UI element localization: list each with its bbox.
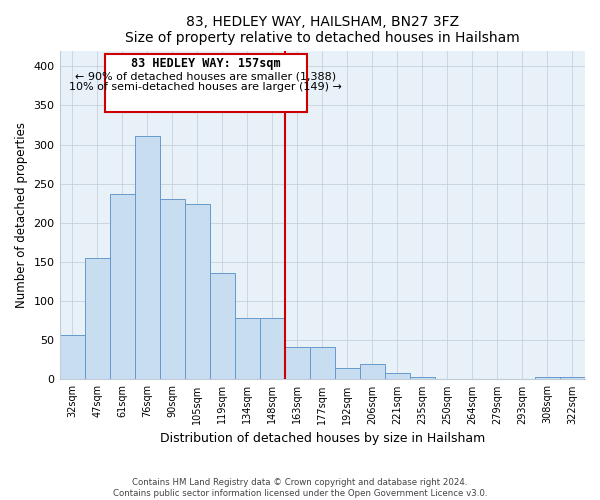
Bar	[360, 364, 385, 380]
Bar	[104, 54, 307, 112]
Text: 10% of semi-detached houses are larger (149) →: 10% of semi-detached houses are larger (…	[70, 82, 343, 92]
Bar	[260, 318, 285, 380]
Bar	[160, 198, 185, 380]
Bar	[285, 346, 310, 380]
Text: Contains HM Land Registry data © Crown copyright and database right 2024.
Contai: Contains HM Land Registry data © Crown c…	[113, 478, 487, 498]
Bar	[335, 368, 360, 380]
Bar	[410, 377, 435, 380]
Bar	[134, 136, 160, 380]
Y-axis label: Number of detached properties: Number of detached properties	[15, 122, 28, 308]
X-axis label: Distribution of detached houses by size in Hailsham: Distribution of detached houses by size …	[160, 432, 485, 445]
Title: 83, HEDLEY WAY, HAILSHAM, BN27 3FZ
Size of property relative to detached houses : 83, HEDLEY WAY, HAILSHAM, BN27 3FZ Size …	[125, 15, 520, 45]
Bar	[59, 335, 85, 380]
Bar	[235, 318, 260, 380]
Text: 83 HEDLEY WAY: 157sqm: 83 HEDLEY WAY: 157sqm	[131, 58, 281, 70]
Bar	[85, 258, 110, 380]
Bar	[185, 204, 209, 380]
Bar	[310, 346, 335, 380]
Bar	[535, 377, 560, 380]
Bar	[209, 273, 235, 380]
Bar	[560, 377, 585, 380]
Bar	[110, 194, 134, 380]
Text: ← 90% of detached houses are smaller (1,388): ← 90% of detached houses are smaller (1,…	[76, 72, 337, 82]
Bar	[385, 373, 410, 380]
